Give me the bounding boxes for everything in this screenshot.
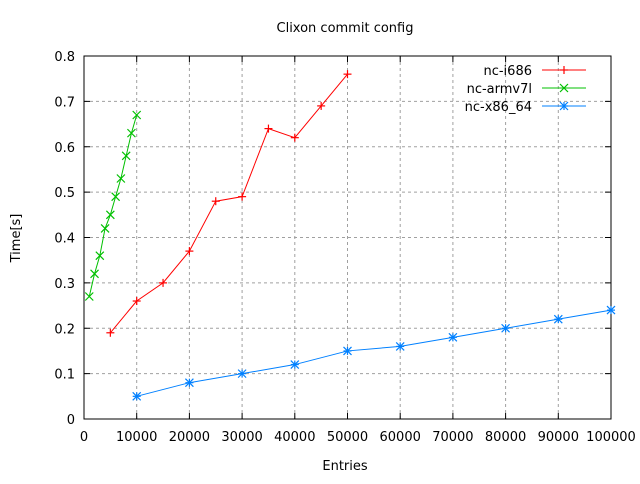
y-tick-label: 0.4 <box>54 232 75 247</box>
plot-border <box>83 55 612 420</box>
chart-title: Clixon commit config <box>277 21 414 36</box>
cross-marker <box>111 192 121 202</box>
y-tick-label: 0.8 <box>54 50 75 65</box>
axes: 0 0.1 0.2 0.3 0.4 0.5 0.6 0.7 0.8 0 10000 20000 3000… <box>54 50 636 445</box>
y-tick-label: 0.7 <box>54 95 75 110</box>
x-tick-label: 10000 <box>116 430 157 445</box>
y-tick-label: 0.6 <box>54 141 75 156</box>
star-marker <box>553 314 563 324</box>
legend-label: nc-x86_64 <box>465 100 532 115</box>
cross-marker <box>127 128 136 138</box>
cross-marker <box>100 224 110 233</box>
x-tick-label: 60000 <box>380 430 421 445</box>
series-nc-i686 <box>106 70 352 337</box>
y-tick-label: 0.1 <box>54 368 75 383</box>
cross-marker <box>116 174 126 183</box>
star-marker <box>606 305 616 315</box>
cross-marker <box>90 269 99 279</box>
star-marker <box>132 391 142 401</box>
series-nc-armv7l <box>84 110 142 301</box>
star-marker <box>290 360 300 369</box>
cross-marker <box>84 292 94 301</box>
series-nc-x86_64 <box>132 305 616 401</box>
star-marker <box>559 101 569 111</box>
x-tick-label: 40000 <box>274 430 315 445</box>
y-tick-label: 0.5 <box>54 186 75 201</box>
star-marker <box>395 341 405 351</box>
x-tick-label: 80000 <box>485 430 526 445</box>
series-line <box>136 309 612 397</box>
y-tick-label: 0 <box>67 413 75 428</box>
x-tick-label: 0 <box>80 430 88 445</box>
y-axis-label: Time[s] <box>9 214 24 264</box>
legend-label: nc-armv7l <box>467 82 532 97</box>
star-marker <box>237 369 247 379</box>
star-marker <box>343 346 352 356</box>
x-tick-label: 90000 <box>538 430 579 445</box>
cross-marker <box>132 110 142 120</box>
series-line <box>88 114 138 297</box>
cross-marker <box>559 83 569 93</box>
legend: nc-i686 nc-armv7l nc-x86_64 <box>465 64 586 115</box>
x-axis-label: Entries <box>322 459 368 474</box>
star-marker <box>184 378 194 388</box>
cross-marker <box>121 151 131 161</box>
x-tick-label: 50000 <box>327 430 368 445</box>
x-tick-label: 70000 <box>432 430 473 445</box>
legend-label: nc-i686 <box>483 64 532 79</box>
x-tick-label: 30000 <box>221 430 262 445</box>
y-tick-label: 0.2 <box>54 322 75 337</box>
series-group <box>84 70 616 401</box>
cross-marker <box>95 251 105 261</box>
x-tick-label: 100000 <box>586 430 636 445</box>
star-marker <box>448 332 458 342</box>
star-marker <box>501 323 511 333</box>
y-tick-label: 0.3 <box>54 277 75 292</box>
series-line <box>109 73 348 334</box>
cross-marker <box>105 210 115 220</box>
grid <box>84 56 611 419</box>
x-tick-label: 20000 <box>169 430 210 445</box>
